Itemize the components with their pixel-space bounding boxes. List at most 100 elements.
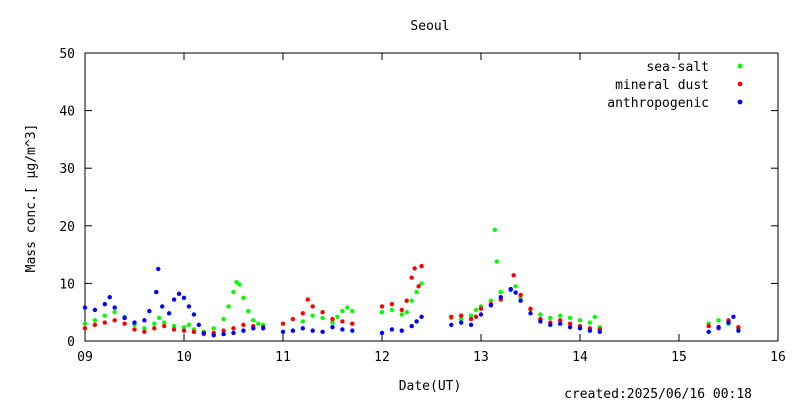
data-point-anthropogenic — [290, 328, 296, 333]
data-point-mineral-dust — [102, 320, 108, 325]
data-point-mineral-dust — [340, 319, 345, 324]
data-point-mineral-dust — [409, 275, 414, 280]
x-tick-label: 14 — [572, 350, 588, 365]
data-point-mineral-dust — [142, 329, 147, 334]
data-point-mineral-dust — [558, 318, 563, 323]
legend-marker-sea-salt — [737, 63, 743, 69]
data-point-sea-salt — [379, 310, 385, 315]
y-axis-label: Mass conc.[ μg/m^3] — [24, 124, 39, 273]
data-point-mineral-dust — [473, 314, 479, 320]
x-tick-label: 11 — [275, 350, 291, 365]
data-point-mineral-dust — [736, 324, 741, 330]
data-point-anthropogenic — [261, 326, 266, 331]
plot-frame — [84, 52, 779, 342]
data-point-sea-salt — [251, 318, 256, 323]
data-point-mineral-dust — [528, 306, 533, 311]
legend-marker-anthropogenic — [737, 99, 743, 105]
data-point-sea-salt — [350, 308, 355, 314]
data-point-sea-salt — [211, 326, 216, 331]
data-point-sea-salt — [548, 315, 553, 321]
y-tick-label: 40 — [59, 105, 75, 120]
x-axis: 09 10 11 12 13 14 15 16 — [77, 53, 786, 365]
data-point-sea-salt — [488, 298, 494, 303]
data-point-anthropogenic — [726, 320, 731, 325]
data-point-sea-salt — [409, 298, 414, 303]
data-point-anthropogenic — [154, 289, 159, 295]
footer-created: created:2025/06/16 00:18 — [564, 387, 752, 400]
data-point-anthropogenic — [538, 319, 543, 324]
data-point-sea-salt — [538, 312, 543, 317]
x-tick-label: 13 — [473, 350, 489, 365]
data-point-anthropogenic — [409, 323, 414, 329]
x-tick-label: 16 — [770, 350, 786, 365]
data-point-mineral-dust — [171, 327, 177, 332]
data-point-sea-salt — [592, 314, 598, 320]
data-point-sea-salt — [241, 295, 246, 300]
data-point-sea-salt — [186, 322, 192, 328]
data-point-mineral-dust — [300, 311, 305, 316]
data-point-anthropogenic — [112, 305, 117, 310]
legend-label-sea-salt: sea-salt — [646, 60, 709, 75]
y-tick-label: 50 — [59, 47, 75, 62]
data-point-anthropogenic — [156, 266, 161, 272]
data-point-sea-salt — [92, 318, 98, 323]
data-point-sea-salt — [459, 316, 464, 322]
data-point-sea-salt — [226, 304, 231, 309]
data-point-anthropogenic — [513, 290, 518, 295]
data-point-mineral-dust — [112, 318, 117, 323]
data-point-anthropogenic — [107, 295, 112, 300]
legend-label-mineral-dust: mineral dust — [615, 78, 709, 93]
legend-marker-mineral-dust — [737, 81, 743, 87]
data-point-anthropogenic — [340, 327, 345, 332]
data-point-anthropogenic — [122, 315, 127, 321]
chart-title: Seoul — [410, 19, 449, 34]
legend: sea-salt mineral dust anthropogenic — [607, 60, 743, 111]
data-point-anthropogenic — [251, 326, 256, 331]
data-point-anthropogenic — [449, 322, 454, 328]
data-point-anthropogenic — [82, 305, 88, 310]
data-point-anthropogenic — [389, 327, 395, 332]
data-point-anthropogenic — [102, 301, 108, 307]
data-points — [82, 227, 741, 338]
data-point-anthropogenic — [186, 304, 192, 309]
y-tick-label: 10 — [59, 277, 75, 292]
y-tick-label: 30 — [59, 162, 75, 177]
data-point-mineral-dust — [416, 284, 421, 289]
data-point-sea-salt — [231, 289, 236, 295]
data-point-sea-salt — [320, 315, 325, 321]
data-point-anthropogenic — [419, 314, 424, 320]
data-point-anthropogenic — [92, 307, 98, 313]
data-point-anthropogenic — [191, 312, 197, 317]
data-point-sea-salt — [716, 318, 721, 323]
data-point-mineral-dust — [389, 301, 395, 307]
data-point-mineral-dust — [419, 263, 424, 269]
data-point-mineral-dust — [350, 321, 355, 326]
y-axis: 0 10 20 30 40 50 — [59, 47, 778, 350]
data-point-sea-salt — [162, 320, 167, 325]
data-point-sea-salt — [345, 305, 350, 310]
data-point-anthropogenic — [528, 311, 533, 316]
data-point-sea-salt — [389, 307, 395, 313]
data-point-sea-salt — [171, 323, 177, 329]
data-point-anthropogenic — [379, 330, 385, 336]
data-point-sea-salt — [102, 313, 108, 318]
data-point-anthropogenic — [736, 328, 741, 333]
data-point-sea-salt — [498, 289, 503, 295]
data-point-sea-salt — [181, 324, 187, 330]
data-point-mineral-dust — [478, 306, 484, 311]
data-point-mineral-dust — [231, 326, 236, 331]
data-point-mineral-dust — [290, 316, 296, 322]
data-point-mineral-dust — [706, 323, 711, 329]
data-point-anthropogenic — [716, 324, 721, 330]
data-point-sea-salt — [558, 313, 563, 318]
data-point-mineral-dust — [152, 326, 157, 331]
data-point-anthropogenic — [459, 320, 464, 325]
data-point-anthropogenic — [320, 329, 325, 334]
data-point-sea-salt — [142, 326, 147, 331]
data-point-sea-salt — [246, 308, 251, 314]
data-point-anthropogenic — [577, 326, 583, 331]
data-point-sea-salt — [330, 320, 335, 325]
data-point-anthropogenic — [731, 314, 736, 320]
y-tick-label: 20 — [59, 220, 75, 235]
